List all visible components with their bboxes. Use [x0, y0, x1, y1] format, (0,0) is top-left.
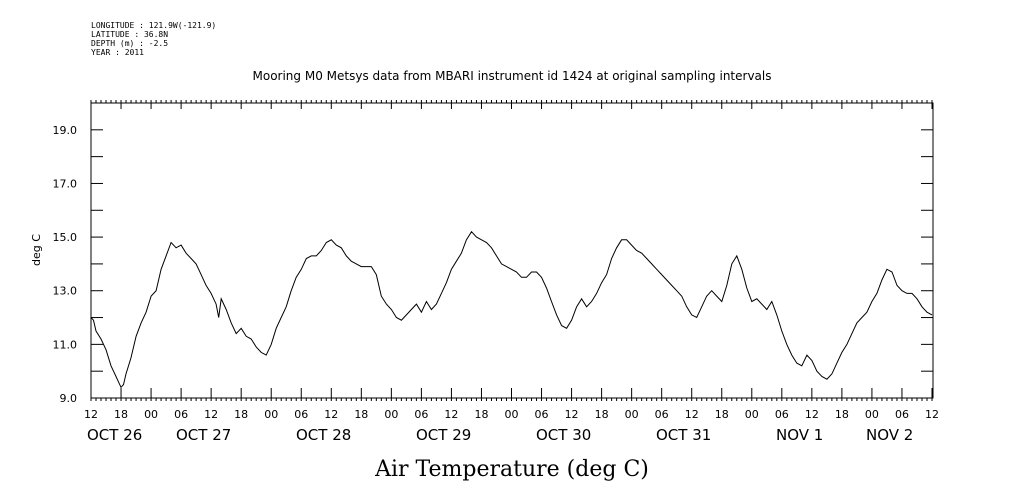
- y-tick-label: 19.0: [53, 124, 78, 137]
- x-hour-tick-label: 06: [655, 408, 669, 421]
- chart-title: Mooring M0 Metsys data from MBARI instru…: [253, 69, 772, 83]
- x-hour-tick-label: 06: [895, 408, 909, 421]
- x-hour-tick-label: 00: [144, 408, 158, 421]
- x-day-label: OCT 27: [176, 426, 231, 444]
- x-day-label: NOV 1: [776, 426, 823, 444]
- x-hour-tick-label: 12: [565, 408, 579, 421]
- x-hour-tick-label: 12: [685, 408, 699, 421]
- x-hour-tick-label: 12: [324, 408, 338, 421]
- x-hour-tick-label: 18: [715, 408, 729, 421]
- y-tick-label: 13.0: [53, 285, 78, 298]
- x-hour-tick-label: 00: [865, 408, 879, 421]
- x-hour-tick-label: 12: [84, 408, 98, 421]
- y-tick-label: 11.0: [53, 338, 78, 351]
- x-hour-tick-label: 00: [264, 408, 278, 421]
- x-day-label: OCT 30: [536, 426, 591, 444]
- x-hour-tick-label: 18: [234, 408, 248, 421]
- x-axis-label: Air Temperature (deg C): [374, 457, 649, 482]
- x-hour-tick-label: 18: [354, 408, 368, 421]
- y-tick-label: 9.0: [60, 392, 78, 405]
- x-hour-tick-label: 06: [414, 408, 428, 421]
- x-hour-tick-label: 06: [174, 408, 188, 421]
- x-hour-tick-label: 00: [384, 408, 398, 421]
- metadata-longitude: LONGITUDE : 121.9W(-121.9): [91, 21, 217, 30]
- x-hour-tick-label: 06: [775, 408, 789, 421]
- y-tick-label: 17.0: [53, 177, 78, 190]
- x-hour-tick-label: 18: [595, 408, 609, 421]
- x-hour-tick-label: 00: [625, 408, 639, 421]
- x-hour-tick-label: 12: [444, 408, 458, 421]
- x-hour-tick-label: 00: [505, 408, 519, 421]
- x-hour-tick-label: 00: [745, 408, 759, 421]
- x-hour-tick-label: 06: [535, 408, 549, 421]
- x-hour-tick-label: 06: [294, 408, 308, 421]
- x-hour-tick-label: 12: [805, 408, 819, 421]
- x-day-label: OCT 29: [416, 426, 471, 444]
- x-day-label: OCT 28: [296, 426, 351, 444]
- metadata-latitude: LATITUDE : 36.8N: [91, 30, 169, 39]
- plot-frame: [90, 102, 934, 399]
- x-day-label: NOV 2: [866, 426, 913, 444]
- series-line-air-temperature: [90, 230, 933, 389]
- x-day-label: OCT 26: [87, 426, 142, 444]
- metadata-block: LONGITUDE : 121.9W(-121.9) LATITUDE : 36…: [91, 21, 216, 57]
- x-hour-tick-label: 12: [204, 408, 218, 421]
- x-hour-tick-label: 18: [474, 408, 488, 421]
- metadata-depth: DEPTH (m) : -2.5: [91, 39, 169, 48]
- x-hour-tick-label: 12: [925, 408, 939, 421]
- x-hour-tick-label: 18: [835, 408, 849, 421]
- x-day-label: OCT 31: [656, 426, 711, 444]
- x-hour-tick-label: 18: [114, 408, 128, 421]
- y-tick-label: 15.0: [53, 231, 78, 244]
- metadata-year: YEAR : 2011: [91, 48, 144, 57]
- y-axis-label: deg C: [30, 234, 43, 266]
